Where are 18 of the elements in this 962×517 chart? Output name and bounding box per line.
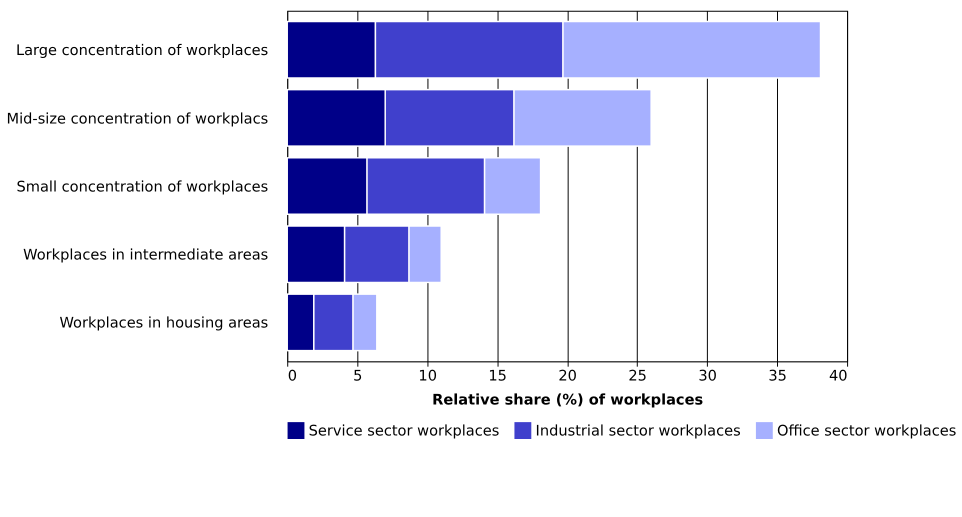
x-tick-label: 15 [488, 367, 507, 384]
y-tick-label: Workplaces in housing areas [59, 314, 268, 332]
y-tick-label: Large concentration of workplaces [16, 42, 268, 60]
x-tick-label: 0 [288, 367, 298, 384]
y-tick-label: Small concentration of workplaces [16, 178, 268, 196]
x-tick-label: 40 [829, 367, 848, 384]
x-tick-label: 20 [558, 367, 577, 384]
y-tick-label: Mid-size concentration of workplacs [6, 110, 268, 128]
y-tick-label: Workplaces in intermediate areas [23, 246, 268, 264]
x-tick-label: 5 [353, 367, 362, 384]
x-tick-label: 25 [628, 367, 647, 384]
legend-label: Service sector workplaces [308, 422, 500, 440]
x-tick-label: 35 [768, 367, 787, 384]
x-tick-label: 30 [698, 367, 717, 384]
x-axis-title: Relative share (%) of workplaces [432, 392, 704, 409]
legend-label: Industrial sector workplaces [536, 422, 741, 440]
x-tick-label: 10 [418, 367, 437, 384]
legend-label: Office sector workplaces [777, 422, 956, 440]
